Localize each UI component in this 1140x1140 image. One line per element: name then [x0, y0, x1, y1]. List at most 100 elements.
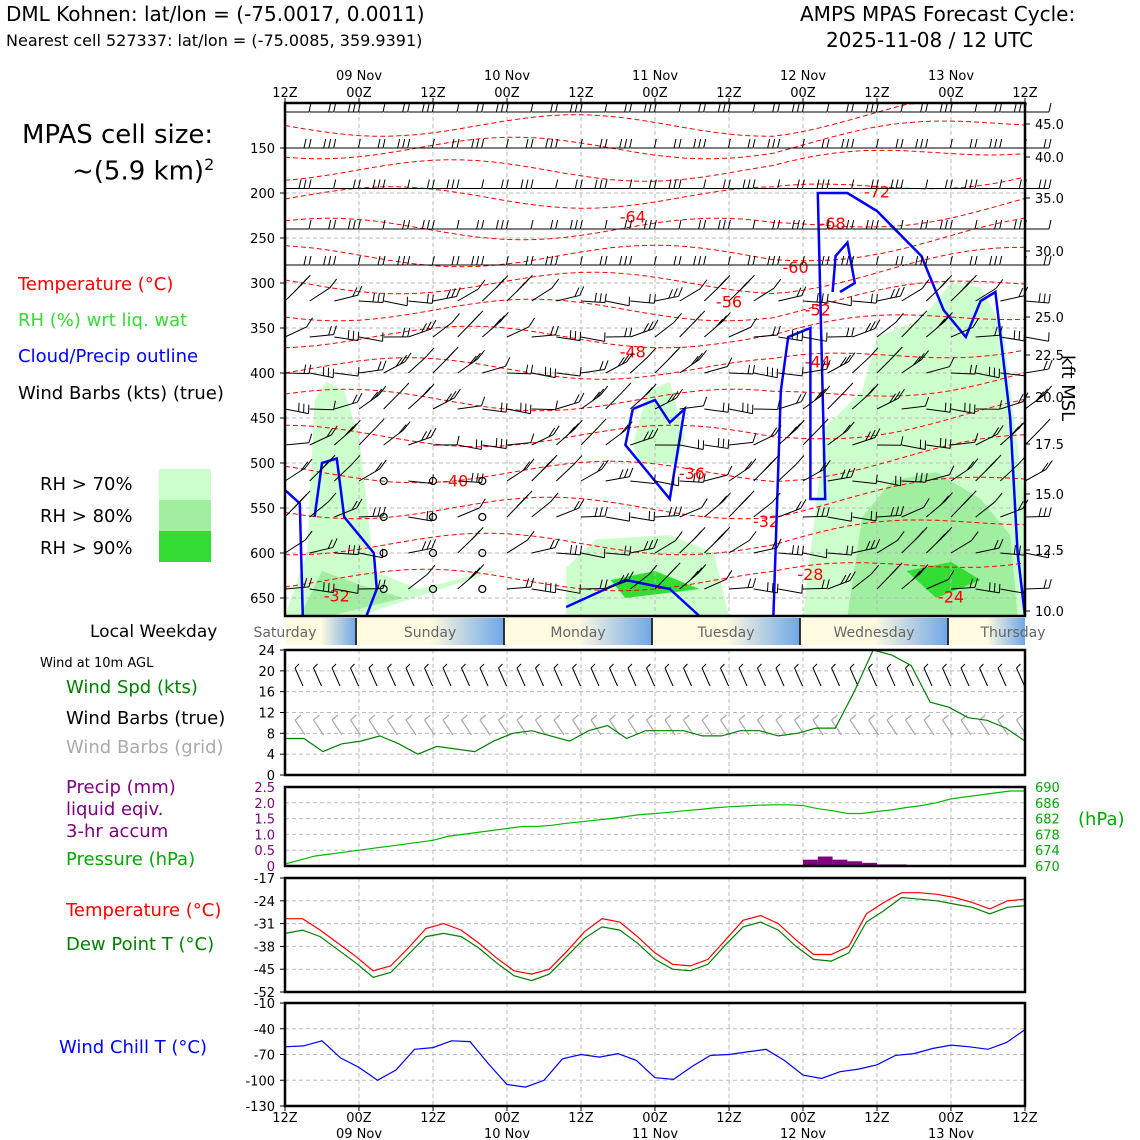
wind-barb-feather: [900, 138, 904, 149]
wind-barb-feather: [702, 396, 708, 407]
surface-wind-barb-true-feather: [572, 663, 577, 669]
local-weekday-label: Local Weekday: [90, 622, 218, 642]
wind-barb-feather: [643, 219, 647, 230]
wind-barb: [334, 336, 359, 342]
wind-barb-feather: [668, 179, 672, 189]
wind-barb-feather: [357, 219, 361, 230]
wind-barb: [284, 372, 310, 375]
surface-wind-barb-true: [405, 667, 415, 687]
wind-barb: [876, 540, 898, 554]
wind-barb-feather: [999, 400, 1003, 410]
wind-barb: [309, 408, 334, 411]
wind-barb-feather: [544, 582, 547, 592]
wind-barb-feather: [402, 138, 406, 149]
surface-wind-barb-true-feather: [405, 663, 411, 669]
wind-barb-feather: [846, 327, 850, 337]
temperature-line: [285, 892, 1026, 975]
wind-barb-feather: [451, 179, 455, 189]
wind-barb-feather: [767, 138, 771, 149]
wind-barb: [580, 427, 599, 446]
calm-wind-circle: [428, 476, 438, 486]
wind-barb-feather: [372, 507, 376, 517]
wind-barb-feather: [579, 179, 583, 189]
wind-barb-feather: [974, 255, 978, 266]
surface-wind-barb-true: [553, 667, 563, 687]
wind-barb-feather: [530, 219, 534, 230]
surface-wind-barb-true: [794, 667, 803, 687]
wind-barb: [630, 436, 654, 446]
surface-wind-barb-grid: [461, 719, 472, 736]
height-tick-label: 22.5: [1035, 349, 1064, 364]
wind-barb-feather: [648, 179, 652, 189]
wind-barb-feather: [925, 219, 929, 230]
wind-barb-feather: [1043, 579, 1047, 589]
wind-barb-feather: [890, 179, 894, 189]
wind-barb-feather: [750, 317, 758, 328]
wind-barb-feather: [1048, 579, 1052, 589]
legend-cloud: Cloud/Precip outline: [18, 346, 199, 367]
wind-barb-feather: [1013, 545, 1016, 555]
wind-barb-feather: [816, 507, 820, 517]
wind-barb-feather: [999, 326, 1003, 336]
wind-barb-feather: [925, 255, 929, 266]
wind-barb: [482, 408, 507, 413]
wind-barb-feather: [627, 571, 634, 581]
wind-barb-feather: [966, 461, 975, 471]
wind-barb-feather: [648, 564, 658, 575]
wind-barb-feather: [629, 255, 633, 266]
wind-barb: [556, 552, 581, 556]
surface-wind-barb-true: [664, 667, 674, 687]
wind-barb-feather: [579, 138, 583, 149]
wind-barb-feather: [421, 219, 425, 230]
wind-barb-feather: [629, 327, 633, 337]
wind-barb-feather: [505, 102, 509, 113]
wind-barb-feather: [722, 179, 726, 189]
bottom-date-label: 11 Nov: [632, 1127, 678, 1140]
wind-barb-feather: [550, 255, 554, 266]
precip-bar: [862, 862, 877, 866]
wind-barb: [778, 552, 803, 556]
wind-barb-feather: [770, 427, 778, 437]
top-date-label: 09 Nov: [336, 69, 382, 84]
surface-wind-barb-true-feather: [646, 663, 651, 669]
wind-barb-feather: [949, 219, 953, 230]
windchill-label: Wind Chill T (°C): [59, 1037, 207, 1058]
wind-barb-feather: [826, 102, 830, 113]
wind-barb-feather: [402, 102, 406, 113]
wind-barb: [975, 372, 1000, 379]
wind-barb-feather: [308, 179, 312, 189]
wind-barb-feather: [601, 459, 609, 470]
wind-barb-feather: [969, 255, 973, 266]
wind-barb-feather: [949, 439, 952, 449]
wind-barb-feather: [796, 330, 799, 340]
wind-barb-feather: [422, 386, 431, 397]
wind-barb-feather: [717, 437, 720, 448]
wind-barb-feather: [579, 366, 582, 376]
wind-barb-feather: [555, 400, 558, 410]
wind-barb-feather: [890, 350, 900, 360]
temp-tick-label: -31: [254, 918, 275, 933]
wind-barb-feather: [947, 570, 955, 580]
surface-wind-barb-true: [387, 667, 396, 687]
wind-barb-feather: [889, 393, 896, 404]
wind-barb-feather: [826, 219, 830, 230]
wind-barb-feather: [402, 327, 406, 337]
wind-barb-feather: [375, 462, 383, 472]
height-tick-label: 25.0: [1035, 311, 1064, 326]
precip-tick-label: 0.5: [254, 844, 275, 859]
wind-barb-feather: [530, 179, 534, 189]
wind-barb-feather: [328, 219, 332, 230]
wind-barb-feather: [993, 583, 996, 593]
wind-barb-feather: [377, 507, 381, 517]
wind-barb: [1000, 508, 1023, 518]
wind-barb: [728, 441, 753, 446]
wind-barb: [1000, 336, 1025, 342]
wind-barb-feather: [777, 219, 781, 230]
wind-barb-feather: [747, 179, 751, 189]
wind-barb-feather: [777, 325, 781, 336]
wind-barb-feather: [599, 507, 603, 517]
wind-barb-feather: [456, 255, 460, 266]
wind-barb-feather: [653, 138, 657, 149]
surface-wind-barb-grid: [479, 719, 491, 736]
surface-wind-barb-grid: [942, 719, 953, 736]
